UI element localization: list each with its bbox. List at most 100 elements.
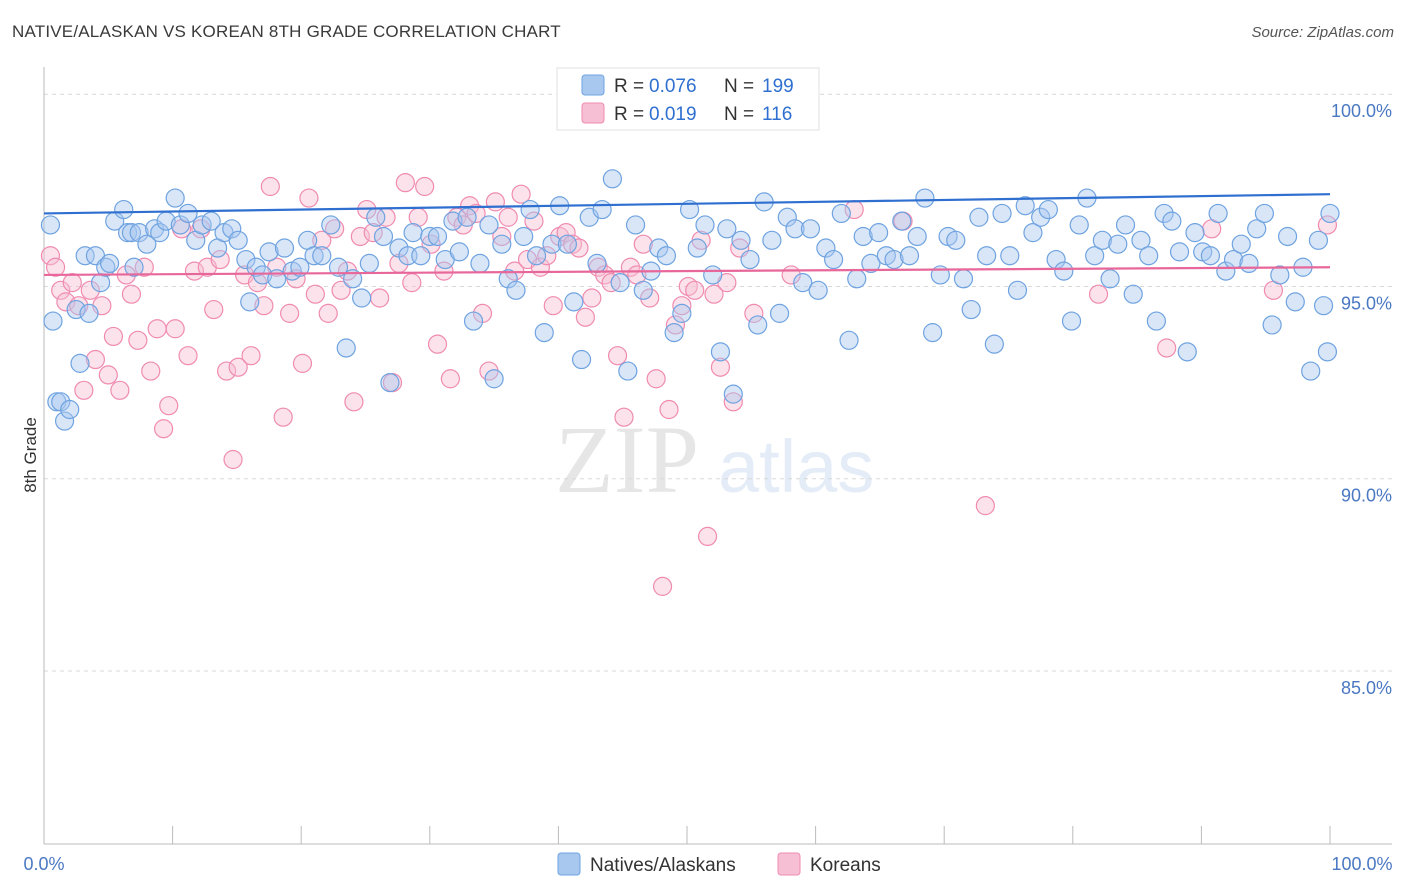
natives-point-85 xyxy=(610,273,630,293)
natives-point-152 xyxy=(1123,284,1143,304)
natives-point-137 xyxy=(1007,280,1028,300)
natives-point-96 xyxy=(695,215,715,235)
koreans-point-15 xyxy=(128,330,148,350)
koreans-point-96 xyxy=(646,369,666,389)
koreans-point-18 xyxy=(147,319,167,339)
koreans-point-30 xyxy=(223,449,243,470)
natives-point-65 xyxy=(463,311,484,331)
koreans-trend-line xyxy=(43,266,1331,277)
koreans-point-10 xyxy=(98,365,118,385)
natives-point-103 xyxy=(748,315,768,335)
stats-legend-swatch-natives xyxy=(581,74,605,96)
natives-point-47 xyxy=(328,257,349,277)
gridlines xyxy=(44,93,1392,672)
natives-point-151 xyxy=(1115,215,1136,235)
y-tick-label-2: 90.0% xyxy=(1341,486,1392,506)
koreans-point-24 xyxy=(184,261,205,281)
stats-r-value-koreans: 0.019 xyxy=(649,104,697,125)
natives-point-93 xyxy=(672,303,692,323)
koreans-point-95 xyxy=(640,288,660,308)
natives-point-95 xyxy=(687,238,707,258)
koreans-point-28 xyxy=(210,249,230,270)
koreans-point-8 xyxy=(85,349,106,370)
koreans-point-108 xyxy=(723,392,743,412)
natives-point-115 xyxy=(839,330,859,350)
natives-point-110 xyxy=(800,219,821,239)
koreans-point-11 xyxy=(103,326,124,347)
koreans-point-115 xyxy=(1088,284,1109,304)
koreans-point-80 xyxy=(543,296,563,316)
natives-point-117 xyxy=(853,226,873,247)
natives-point-82 xyxy=(587,253,607,274)
legend-swatch-koreans xyxy=(777,852,801,876)
natives-point-106 xyxy=(769,303,790,323)
natives-point-76 xyxy=(542,234,562,254)
natives-point-21 xyxy=(144,219,165,239)
natives-point-60 xyxy=(427,226,448,247)
natives-point-140 xyxy=(1031,207,1051,227)
koreans-point-39 xyxy=(280,303,300,323)
koreans-point-44 xyxy=(312,230,332,250)
y-tick-label-0: 100.0% xyxy=(1331,101,1392,121)
natives-point-22 xyxy=(150,223,170,243)
natives-point-121 xyxy=(884,249,904,270)
natives-point-73 xyxy=(520,199,540,220)
natives-point-54 xyxy=(380,373,400,393)
koreans-point-7 xyxy=(80,280,100,300)
natives-point-156 xyxy=(1154,203,1174,224)
natives-point-86 xyxy=(618,361,638,381)
natives-point-118 xyxy=(861,253,881,274)
koreans-point-73 xyxy=(498,207,518,227)
stats-r-value-natives: 0.076 xyxy=(649,76,697,97)
natives-point-168 xyxy=(1247,219,1267,239)
natives-point-70 xyxy=(498,269,518,289)
natives-point-111 xyxy=(808,280,828,300)
natives-point-126 xyxy=(923,323,943,343)
natives-point-49 xyxy=(343,269,363,289)
natives-point-164 xyxy=(1216,261,1236,281)
natives-point-25 xyxy=(170,215,190,235)
natives-point-46 xyxy=(321,215,341,235)
natives-point-139 xyxy=(1023,223,1043,243)
koreans-point-12 xyxy=(110,380,130,400)
stats-r-label-koreans: R = xyxy=(614,104,644,125)
natives-point-26 xyxy=(178,203,198,224)
koreans-point-99 xyxy=(665,315,686,335)
natives-point-155 xyxy=(1146,311,1166,331)
koreans-point-31 xyxy=(228,357,248,377)
chart-title: NATIVE/ALASKAN VS KOREAN 8TH GRADE CORRE… xyxy=(12,22,561,41)
natives-point-53 xyxy=(373,226,394,247)
x-axis-ticks xyxy=(43,826,1331,844)
koreans-point-71 xyxy=(485,192,505,212)
natives-point-159 xyxy=(1177,342,1197,362)
koreans-point-29 xyxy=(217,361,237,381)
koreans-point-43 xyxy=(305,284,325,304)
koreans-point-19 xyxy=(153,419,174,439)
natives-point-154 xyxy=(1139,246,1159,266)
natives-point-51 xyxy=(359,253,379,274)
natives-point-166 xyxy=(1231,234,1251,254)
natives-point-116 xyxy=(847,269,867,289)
koreans-point-104 xyxy=(697,526,718,547)
natives-point-163 xyxy=(1208,203,1228,224)
natives-point-149 xyxy=(1100,269,1120,289)
natives-point-97 xyxy=(703,265,723,285)
koreans-point-102 xyxy=(685,280,705,300)
natives-point-176 xyxy=(1308,230,1329,250)
koreans-point-72 xyxy=(492,226,512,247)
natives-point-44 xyxy=(304,246,324,266)
koreans-point-114 xyxy=(975,496,995,516)
natives-trend-line xyxy=(43,193,1331,215)
koreans-point-90 xyxy=(607,346,628,366)
natives-point-136 xyxy=(1000,246,1020,266)
natives-point-20 xyxy=(137,234,157,254)
koreans-point-50 xyxy=(350,226,370,247)
natives-point-160 xyxy=(1185,223,1205,243)
natives-point-48 xyxy=(336,338,356,358)
natives-point-35 xyxy=(240,292,260,312)
natives-point-169 xyxy=(1254,203,1275,224)
natives-point-109 xyxy=(793,273,813,293)
natives-point-177 xyxy=(1313,296,1334,316)
koreans-point-110 xyxy=(744,303,764,323)
koreans-point-2 xyxy=(51,280,71,300)
